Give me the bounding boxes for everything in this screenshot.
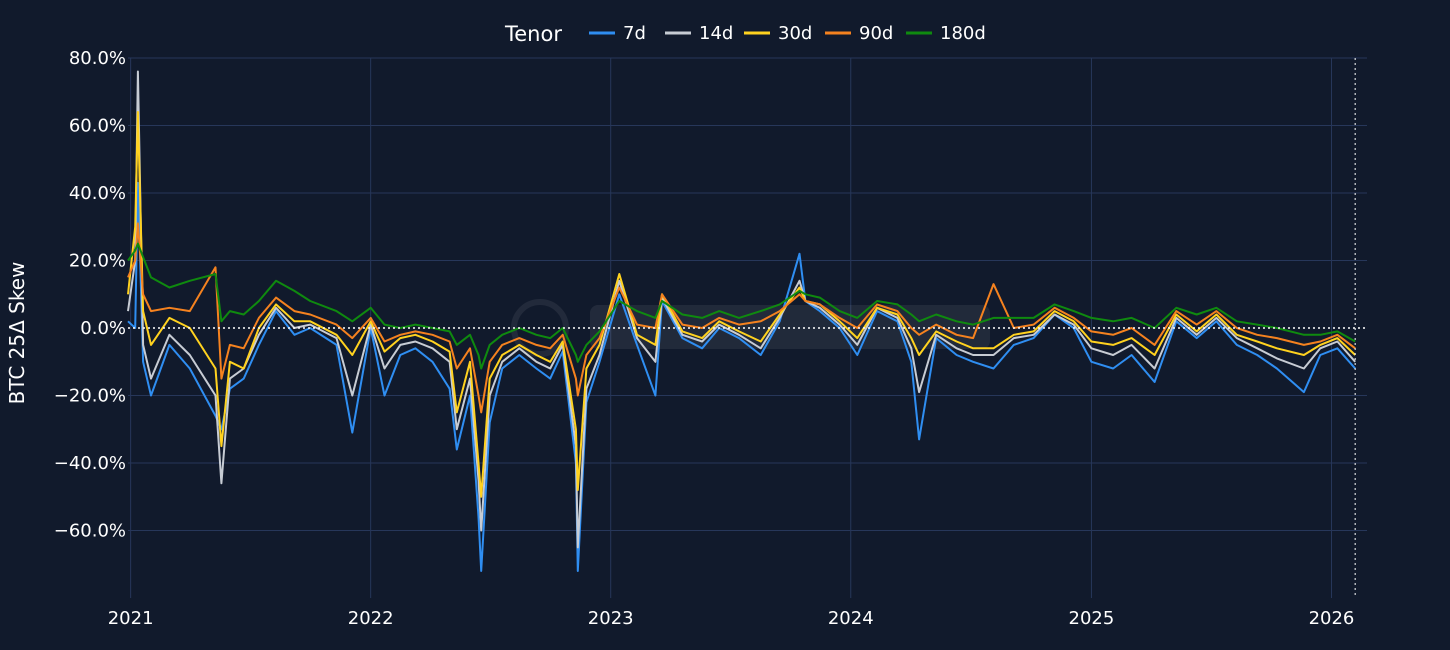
legend-title: Tenor <box>504 22 562 46</box>
x-tick-label: 2025 <box>1069 608 1115 629</box>
y-tick-labels: 80.0% 60.0% 40.0% 20.0% 0.0% −20.0% −40.0% −60.… <box>54 48 126 542</box>
legend-item-14d[interactable]: 14d <box>665 23 733 44</box>
y-tick-label: −20.0% <box>54 386 126 407</box>
y-tick-label: −60.0% <box>54 521 126 542</box>
legend-item-180d[interactable]: 180d <box>906 23 986 44</box>
y-gridlines <box>128 57 1367 531</box>
x-tick-label: 2021 <box>108 608 154 629</box>
x-tick-labels: 2021 2022 2023 2024 2025 2026 <box>108 608 1355 629</box>
y-tick-label: 40.0% <box>69 183 126 204</box>
y-tick-label: 60.0% <box>69 116 126 137</box>
x-tick-label: 2024 <box>828 608 874 629</box>
y-axis-title: BTC 25Δ Skew <box>5 262 29 405</box>
series-layer <box>127 70 1356 572</box>
y-tick-label: 20.0% <box>69 251 126 272</box>
y-tick-label: −40.0% <box>54 453 126 474</box>
series-line-7d <box>127 181 1356 572</box>
legend-label: 90d <box>859 23 893 44</box>
y-tick-label: 80.0% <box>69 48 126 69</box>
legend-label: 7d <box>623 23 646 44</box>
series-line-180d <box>127 242 1356 370</box>
x-tick-label: 2023 <box>588 608 634 629</box>
legend-items: 7d 14d 30d 90d 180d <box>589 23 986 44</box>
legend-item-90d[interactable]: 90d <box>825 23 893 44</box>
legend-item-7d[interactable]: 7d <box>589 23 646 44</box>
legend: Tenor 7d 14d 30d 90d 180d <box>504 22 986 46</box>
reference-lines <box>128 58 1367 598</box>
legend-label: 14d <box>699 23 733 44</box>
legend-label: 30d <box>778 23 812 44</box>
series-line-90d <box>127 222 1356 414</box>
y-tick-label: 0.0% <box>80 318 126 339</box>
x-gridlines <box>130 58 1332 598</box>
x-tick-label: 2026 <box>1309 608 1355 629</box>
legend-item-30d[interactable]: 30d <box>744 23 812 44</box>
series-line-30d <box>127 111 1356 498</box>
x-tick-label: 2022 <box>348 608 394 629</box>
legend-label: 180d <box>940 23 986 44</box>
series-line-14d <box>127 70 1356 549</box>
